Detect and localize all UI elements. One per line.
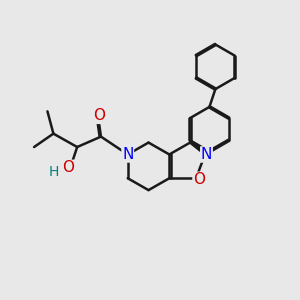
Text: O: O — [94, 108, 106, 123]
Text: N: N — [201, 147, 212, 162]
Text: O: O — [62, 160, 74, 175]
Text: H: H — [48, 165, 59, 179]
Text: O: O — [193, 172, 205, 187]
Text: N: N — [122, 147, 134, 162]
